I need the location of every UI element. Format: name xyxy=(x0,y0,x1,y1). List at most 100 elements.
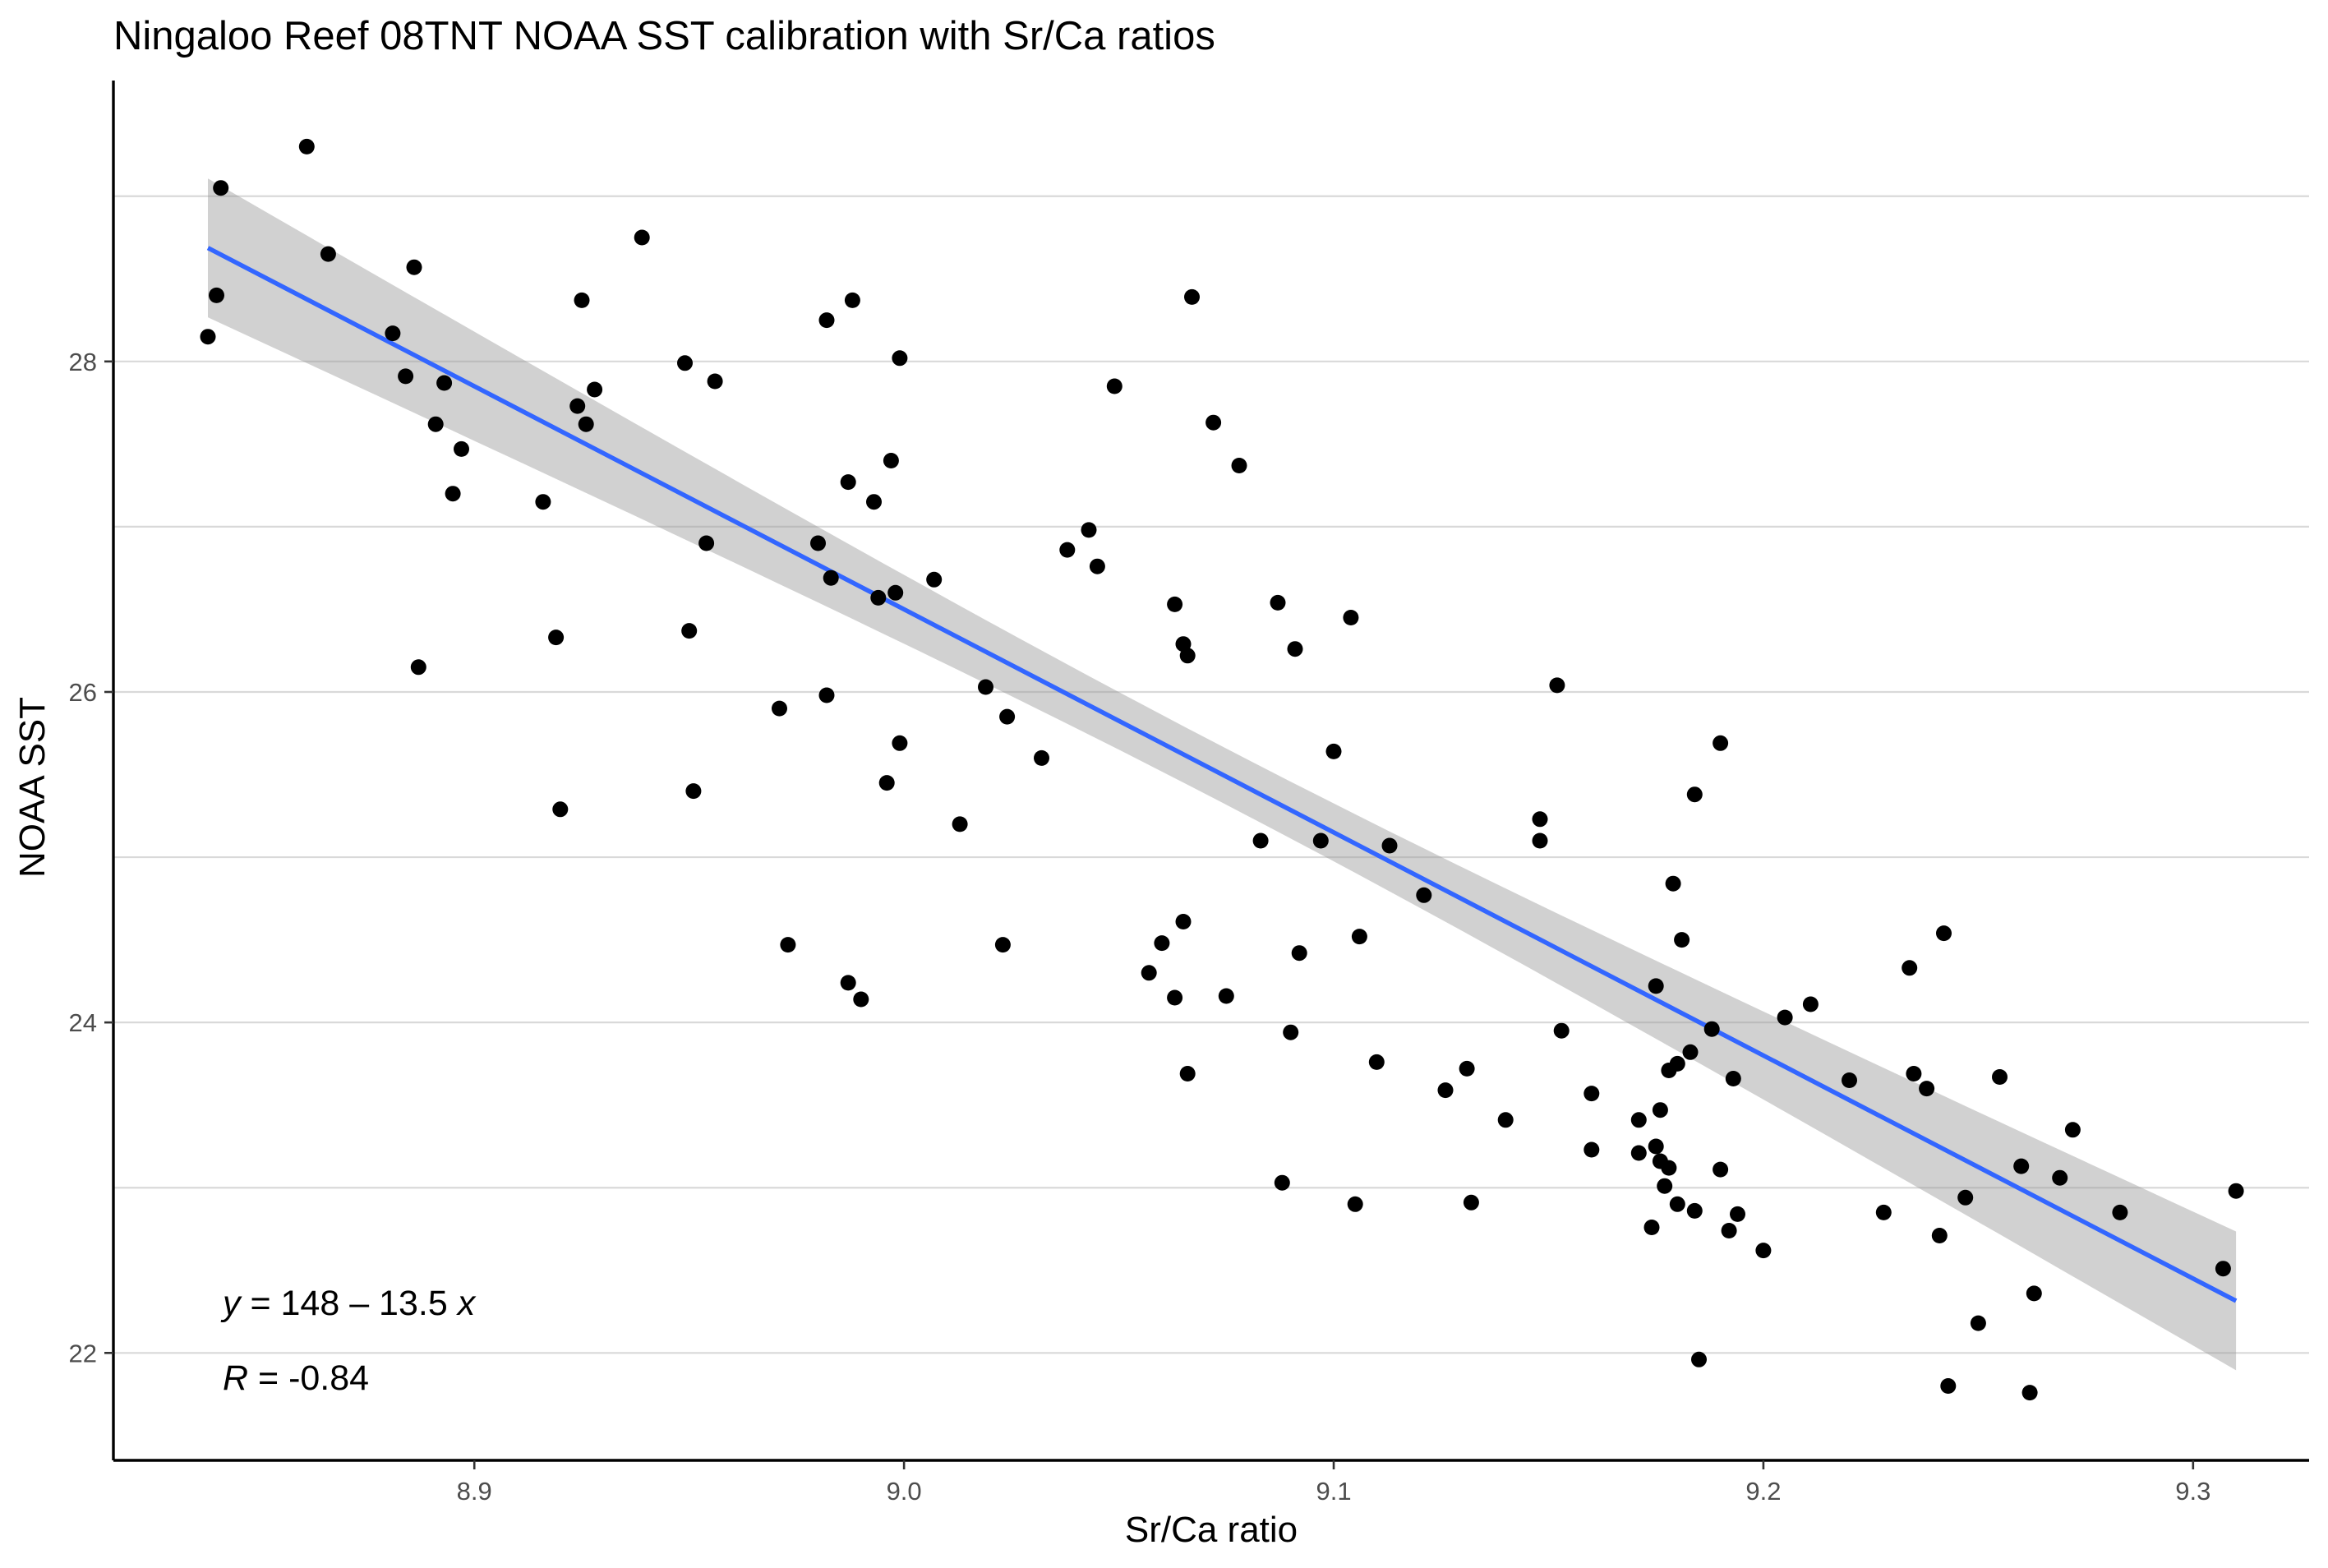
data-point-28 xyxy=(810,535,826,551)
data-point-10 xyxy=(436,375,453,391)
data-point-115 xyxy=(1802,996,1819,1012)
regression-equation-label: y = 148 – 13.5 x xyxy=(220,1284,477,1323)
data-point-96 xyxy=(1657,1178,1673,1194)
data-point-14 xyxy=(548,630,565,646)
data-point-73 xyxy=(1343,610,1359,625)
data-point-108 xyxy=(1713,1161,1729,1178)
data-point-85 xyxy=(1549,677,1565,694)
data-point-0 xyxy=(200,329,216,345)
data-point-132 xyxy=(2112,1204,2128,1220)
data-point-41 xyxy=(892,350,908,367)
data-point-106 xyxy=(1691,1351,1707,1367)
x-tick-label-4: 9.3 xyxy=(2175,1477,2210,1506)
equation-x-symbol: x xyxy=(456,1284,477,1323)
data-point-19 xyxy=(587,381,603,398)
data-point-119 xyxy=(1906,1066,1922,1081)
data-point-68 xyxy=(1283,1024,1299,1040)
data-point-56 xyxy=(1167,596,1183,612)
data-point-49 xyxy=(1059,542,1076,558)
data-point-121 xyxy=(1931,1228,1948,1243)
data-point-53 xyxy=(1141,965,1157,981)
data-point-12 xyxy=(454,440,469,457)
data-point-86 xyxy=(1553,1022,1570,1039)
correlation-r-symbol: R xyxy=(223,1358,248,1398)
data-point-13 xyxy=(535,494,551,510)
data-point-48 xyxy=(1034,749,1049,766)
data-point-134 xyxy=(2228,1183,2244,1199)
data-point-22 xyxy=(681,623,698,639)
y-tick-label-3: 28 xyxy=(69,348,97,376)
data-point-27 xyxy=(780,937,796,953)
data-point-44 xyxy=(952,816,968,832)
data-point-25 xyxy=(707,373,723,390)
data-point-29 xyxy=(818,687,835,703)
chart-title: Ningaloo Reef 08TNT NOAA SST calibration… xyxy=(113,14,1215,58)
y-axis-title: NOAA SST xyxy=(12,697,53,878)
data-point-104 xyxy=(1686,1202,1703,1219)
data-point-117 xyxy=(1875,1204,1892,1220)
data-point-21 xyxy=(677,355,693,371)
data-point-109 xyxy=(1713,735,1729,751)
data-point-118 xyxy=(1902,960,1918,976)
data-point-17 xyxy=(574,292,590,308)
data-point-65 xyxy=(1252,832,1269,849)
data-point-4 xyxy=(320,246,336,262)
data-point-38 xyxy=(878,775,895,791)
data-point-88 xyxy=(1584,1141,1600,1158)
data-point-120 xyxy=(1919,1081,1935,1097)
data-point-6 xyxy=(398,368,414,385)
y-tick-label-2: 26 xyxy=(69,678,97,707)
data-point-7 xyxy=(406,259,422,275)
axis-ticks: 8.9 9.0 9.1 9.2 9.3 22 24 26 28 xyxy=(69,348,2211,1506)
data-point-123 xyxy=(1940,1378,1957,1394)
data-point-61 xyxy=(1184,288,1200,305)
data-point-97 xyxy=(1661,1160,1677,1176)
data-point-35 xyxy=(853,991,869,1008)
data-point-58 xyxy=(1175,914,1192,929)
data-point-131 xyxy=(2064,1122,2081,1138)
data-point-36 xyxy=(866,494,882,510)
data-point-128 xyxy=(2021,1385,2038,1401)
data-point-114 xyxy=(1777,1009,1793,1026)
data-point-32 xyxy=(840,474,856,491)
data-point-69 xyxy=(1287,641,1303,657)
data-point-23 xyxy=(685,783,702,800)
data-point-101 xyxy=(1669,1196,1685,1212)
data-point-3 xyxy=(298,138,315,154)
data-point-43 xyxy=(926,571,943,588)
data-point-24 xyxy=(698,535,715,551)
data-point-75 xyxy=(1351,929,1367,945)
data-point-66 xyxy=(1270,594,1286,611)
regression-line-layer xyxy=(206,246,2238,1303)
data-point-107 xyxy=(1703,1021,1720,1037)
data-point-116 xyxy=(1842,1072,1857,1088)
data-point-2 xyxy=(213,180,229,196)
data-point-79 xyxy=(1437,1082,1454,1099)
data-point-112 xyxy=(1730,1206,1745,1222)
data-point-105 xyxy=(1686,786,1703,803)
data-point-9 xyxy=(427,416,444,432)
data-point-20 xyxy=(634,229,650,246)
data-point-92 xyxy=(1648,1138,1664,1155)
data-point-51 xyxy=(1089,558,1105,574)
data-point-87 xyxy=(1584,1086,1600,1102)
data-point-67 xyxy=(1274,1174,1290,1191)
data-point-11 xyxy=(445,486,461,502)
data-point-111 xyxy=(1725,1071,1741,1086)
data-point-70 xyxy=(1291,945,1307,962)
data-point-54 xyxy=(1154,935,1170,952)
x-tick-label-0: 8.9 xyxy=(457,1477,492,1506)
data-point-91 xyxy=(1643,1220,1660,1235)
data-point-99 xyxy=(1665,875,1681,892)
data-point-52 xyxy=(1106,378,1123,394)
data-point-59 xyxy=(1179,648,1196,664)
data-point-130 xyxy=(2052,1169,2068,1186)
data-point-125 xyxy=(1970,1315,1986,1331)
data-point-1 xyxy=(209,287,224,303)
data-point-77 xyxy=(1381,837,1398,854)
data-point-33 xyxy=(840,975,856,991)
correlation-value: = -0.84 xyxy=(248,1358,369,1398)
y-tick-label-0: 22 xyxy=(69,1339,97,1367)
data-point-94 xyxy=(1652,1102,1668,1118)
data-point-103 xyxy=(1682,1044,1699,1060)
